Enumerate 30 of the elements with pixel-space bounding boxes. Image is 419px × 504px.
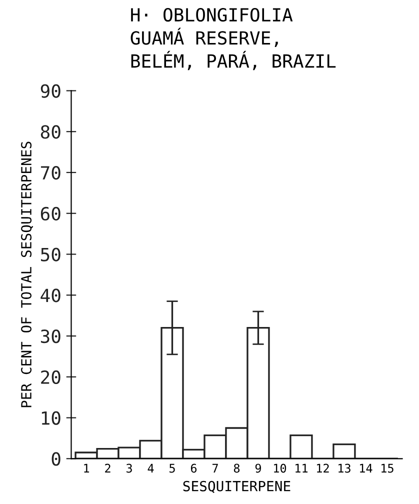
- bar: [332, 443, 356, 459]
- y-tick-label: 30: [40, 330, 60, 344]
- y-tick-label: 0: [52, 452, 60, 466]
- chart-title: H· OBLONGIFOLIA GUAMÁ RESERVE, BELÉM, PARÁ, BRAZIL: [130, 8, 336, 70]
- y-tick-label: 70: [40, 166, 60, 180]
- y-axis-title: PER CENT OF TOTAL SESQUITERPENES: [21, 142, 34, 408]
- x-tick-label: 5: [170, 464, 175, 473]
- x-tick-label: 3: [126, 464, 132, 473]
- x-axis-title: SESQUITERPENE: [183, 480, 290, 494]
- x-tick-label: 12: [317, 464, 329, 473]
- y-tick-label: 60: [40, 206, 60, 221]
- x-tick-label: 2: [105, 464, 110, 473]
- y-tick-label: 80: [40, 125, 60, 139]
- x-tick-label: 4: [148, 464, 154, 473]
- x-tick-label: 10: [274, 464, 286, 473]
- x-tick-label: 15: [382, 464, 394, 473]
- x-tick-label: 8: [234, 464, 240, 473]
- x-tick-label: 9: [255, 464, 261, 473]
- y-tick-label: 40: [40, 288, 60, 302]
- x-tick-label: 6: [190, 464, 197, 473]
- y-tick-label: 50: [41, 248, 60, 262]
- y-tick-label: 10: [42, 411, 60, 425]
- y-tick-label: 20: [41, 370, 60, 384]
- x-tick-label: 1: [84, 464, 90, 473]
- x-tick-label: 11: [296, 464, 308, 473]
- x-tick-label: 13: [338, 464, 350, 473]
- x-tick-label: 14: [360, 464, 372, 473]
- x-tick-label: 7: [212, 464, 218, 473]
- bar: [290, 434, 313, 459]
- y-tick-label: 90: [40, 84, 60, 98]
